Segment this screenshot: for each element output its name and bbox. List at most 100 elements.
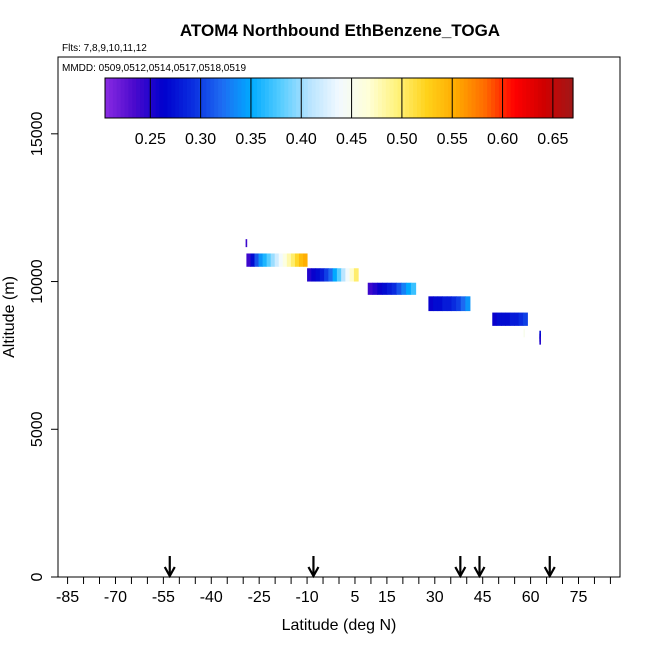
data-cell: [315, 268, 321, 282]
data-point: [539, 336, 541, 345]
colorbar-cell: [471, 78, 477, 118]
data-cell: [341, 268, 346, 282]
colorbar-cell: [405, 78, 410, 118]
x-tick-label: 60: [522, 589, 540, 606]
y-axis-label: Altitude (m): [1, 276, 18, 358]
colorbar-cell: [483, 78, 488, 118]
data-point: [523, 329, 526, 338]
data-cell: [514, 312, 520, 326]
data-cell: [410, 282, 417, 295]
colorbar-cell: [436, 78, 441, 118]
colorbar-cell: [440, 78, 445, 118]
chart-title: ATOM4 Northbound EthBenzene_TOGA: [180, 21, 500, 40]
colorbar-cell: [175, 78, 180, 118]
x-tick-label: -40: [200, 589, 223, 606]
data-cell: [336, 268, 342, 282]
colorbar-cell: [124, 78, 129, 118]
flight-arrow-head: [163, 566, 176, 579]
colorbar-cell: [541, 78, 547, 118]
colorbar-cell: [144, 78, 149, 118]
colorbar-cell: [241, 78, 246, 118]
data-cell: [401, 282, 407, 295]
data-cell: [372, 282, 378, 295]
data-cell: [437, 296, 443, 312]
data-cell: [451, 296, 457, 312]
data-cell: [286, 253, 292, 267]
colorbar-cell: [261, 78, 266, 118]
colorbar-cell: [151, 78, 157, 118]
colorbar-cell: [132, 78, 137, 118]
colorbar-cell: [167, 78, 172, 118]
colorbar-cell: [331, 78, 336, 118]
x-tick-label: -85: [56, 589, 79, 606]
colorbar-cell: [569, 78, 574, 118]
colorbar-cell: [186, 78, 192, 118]
colorbar-cell: [522, 78, 527, 118]
data-cell: [345, 268, 351, 282]
colorbar-cell: [163, 78, 168, 118]
colorbar-cell: [105, 78, 110, 118]
colorbar-cell: [272, 78, 278, 118]
colorbar-cell: [206, 78, 211, 118]
colorbar-cell: [495, 78, 500, 118]
colorbar-cell: [487, 78, 492, 118]
colorbar-cell: [514, 78, 519, 118]
x-tick-label: 75: [570, 589, 588, 606]
colorbar-cell: [296, 78, 301, 118]
y-axis: 0 5000 10000 15000: [29, 111, 58, 581]
colorbar-cell: [467, 78, 473, 118]
colorbar-cell: [366, 78, 371, 118]
colorbar-cell: [136, 78, 141, 118]
data-cell: [262, 253, 268, 267]
x-axis-label: Latitude (deg N): [282, 617, 397, 634]
colorbar-cell: [202, 78, 207, 118]
colorbar-cell: [530, 78, 535, 118]
data-cell: [496, 312, 502, 326]
data-cell: [505, 312, 511, 326]
colorbar-cell: [140, 78, 145, 118]
data-cell: [328, 268, 334, 282]
colorbar-cell: [222, 78, 227, 118]
data-cell: [433, 296, 439, 312]
colorbar-cell: [323, 78, 328, 118]
data-cell: [382, 282, 388, 295]
colorbar-cell: [354, 78, 360, 118]
colorbar-tick-label: 0.65: [537, 131, 568, 148]
colorbar-cell: [502, 78, 508, 118]
colorbar-cell: [385, 78, 391, 118]
colorbar-tick-label: 0.25: [135, 131, 166, 148]
colorbar-cell: [557, 78, 562, 118]
colorbar-cell: [428, 78, 434, 118]
x-tick-label: -70: [104, 589, 127, 606]
data-cell: [391, 282, 397, 295]
colorbar: 0.25 0.30 0.35 0.40 0.45 0.50 0.55 0.60 0.65: [104, 77, 574, 148]
colorbar-cell: [534, 78, 539, 118]
x-tick-label: -10: [296, 589, 319, 606]
colorbar-cell: [475, 78, 480, 118]
colorbar-cell: [280, 78, 285, 118]
data-cell: [250, 253, 255, 267]
colorbar-cell: [112, 78, 118, 118]
colorbar-cell: [459, 78, 465, 118]
y-tick-label: 10000: [29, 259, 46, 304]
colorbar-cell: [506, 78, 512, 118]
data-cell: [523, 312, 528, 326]
data-cell: [258, 253, 264, 267]
data-cell: [460, 296, 466, 312]
colorbar-cell: [303, 78, 309, 118]
data-cell: [270, 253, 276, 267]
data-cell: [324, 268, 329, 282]
colorbar-cell: [214, 78, 219, 118]
colorbar-cell: [370, 78, 375, 118]
flight-arrow-head: [307, 566, 320, 579]
data-cell: [290, 253, 296, 267]
data-point: [245, 239, 248, 248]
data-cell: [319, 268, 325, 282]
flight-arrow-head: [473, 566, 486, 579]
x-tick-label: 15: [378, 589, 396, 606]
colorbar-cell: [397, 78, 402, 118]
data-cell: [367, 282, 374, 295]
colorbar-cell: [561, 78, 566, 118]
dates-label: MMDD: 0509,0512,0514,0517,0518,0519: [62, 63, 246, 74]
